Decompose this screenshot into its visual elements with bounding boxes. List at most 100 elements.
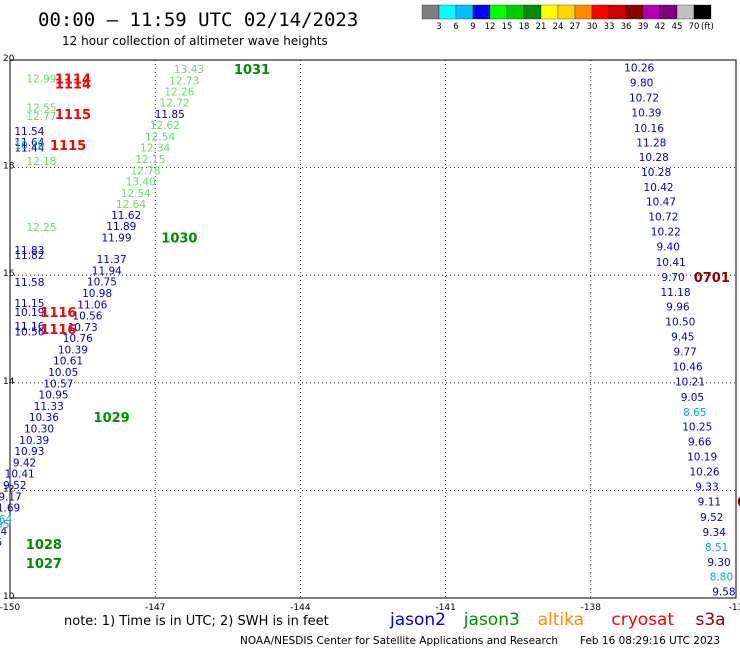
colorbar-label: 9: [470, 22, 475, 32]
x-tick-label: -147: [145, 603, 165, 613]
swh-point-label: 11.85: [155, 109, 185, 121]
swh-point-label: 10.61: [53, 356, 83, 368]
swh-point-label: 9.70: [661, 272, 684, 284]
swh-point-label: 10.56: [14, 327, 44, 339]
swh-point-label: 12.18: [26, 156, 56, 168]
colorbar-swatch: [557, 4, 576, 20]
colorbar-swatch: [693, 4, 712, 20]
swh-point-label: 12.73: [169, 75, 199, 87]
time-label: 1029: [94, 411, 130, 426]
swh-point-label: 9.17: [0, 491, 22, 503]
plot-frame: [9, 59, 737, 599]
colorbar-label: 45: [672, 22, 683, 32]
swh-point-label: 11.69: [0, 503, 20, 515]
colorbar-swatch: [438, 4, 457, 20]
colorbar-label: 21: [536, 22, 547, 32]
swh-point-label: 13.40: [126, 177, 156, 189]
swh-point-label: 10.76: [63, 333, 93, 345]
swh-point-label: 8.95: [0, 519, 10, 531]
time-label: 0700: [737, 496, 740, 511]
swh-point-label: 12.15: [135, 154, 165, 166]
swh-point-label: 11.99: [101, 233, 131, 245]
swh-point-label: 12.77: [26, 111, 56, 123]
colorbar-swatch: [421, 4, 440, 20]
swh-point-label: 11.89: [106, 221, 136, 233]
chart-title: 00:00 — 11:59 UTC 02/14/2023: [38, 9, 358, 31]
swh-point-label: 12.72: [160, 98, 190, 110]
y-tick-label: 16: [3, 269, 15, 279]
time-label: 1114: [55, 72, 91, 87]
time-label: 1114: [55, 78, 91, 93]
swh-point-label: 8.80: [710, 571, 733, 583]
swh-point-label: 11.15: [14, 298, 44, 310]
swh-point-label: 10.05: [48, 367, 78, 379]
colorbar-label: 30: [587, 22, 598, 32]
swh-point-label: 11.28: [636, 137, 666, 149]
swh-point-label: 11.54: [14, 126, 44, 138]
colorbar-label: 15: [502, 22, 513, 32]
y-tick-label: 14: [3, 377, 15, 387]
swh-point-label: 12.54: [121, 188, 151, 200]
swh-point-label: 8.51: [705, 542, 728, 554]
swh-point-label: 10.28: [641, 167, 671, 179]
swh-point-label: 10.41: [656, 257, 686, 269]
swh-point-label: 10.19: [687, 452, 717, 464]
colorbar-swatch: [489, 4, 508, 20]
colorbar-swatch: [659, 4, 678, 20]
swh-point-label: 9.40: [657, 242, 680, 254]
swh-point-label: 12.62: [150, 120, 180, 132]
swh-point-label: 11.33: [34, 401, 64, 413]
colorbar-swatch: [523, 4, 542, 20]
legend-entry: altika: [538, 610, 585, 630]
swh-point-label: 13.43: [174, 64, 204, 76]
swh-point-label: 10.39: [631, 108, 661, 120]
swh-point-label: 12.34: [140, 143, 170, 155]
colorbar-swatch: [676, 4, 695, 20]
swh-point-label: 10.95: [39, 390, 69, 402]
time-label: 1116: [40, 306, 76, 321]
swh-point-label: 10.50: [665, 316, 695, 328]
swh-point-label: 9.64: [0, 526, 7, 538]
swh-point-label: 10.46: [673, 362, 703, 374]
swh-point-label: 9.66: [688, 436, 712, 448]
swh-point-label: 12.54: [145, 131, 175, 143]
swh-point-label: 9.11: [698, 497, 721, 509]
swh-point-label: 10.98: [82, 288, 112, 300]
colorbar-swatch: [472, 4, 491, 20]
swh-point-label: 10.79: [14, 140, 44, 152]
colorbar-legend: 3 6 9 12 15 18 21 24 27 30 33 36 39 42 45 70 (ft): [421, 4, 714, 32]
colorbar-swatch: [455, 4, 474, 20]
swh-point-label: 10.39: [58, 344, 88, 356]
y-tick-label: 18: [3, 162, 15, 172]
time-label: 1116: [40, 323, 76, 338]
swh-point-label: 9.05: [0, 537, 2, 549]
swh-point-label: 10.30: [24, 424, 54, 436]
swh-point-label: 12.55: [26, 102, 56, 114]
colorbar-label: 39: [638, 22, 649, 32]
swh-point-label: 10.72: [629, 93, 659, 105]
colorbar-swatch: [574, 4, 593, 20]
colorbar-label: 27: [570, 22, 581, 32]
chart-subtitle: 12 hour collection of altimeter wave hei…: [62, 34, 328, 48]
swh-point-label: 10.57: [43, 378, 73, 390]
colorbar-unit: (ft): [701, 22, 714, 32]
time-label: 0701: [694, 271, 730, 286]
swh-point-label: 11.06: [77, 299, 107, 311]
swh-point-label: 10.41: [5, 469, 35, 481]
colorbar-swatch: [608, 4, 627, 20]
footer-note: note: 1) Time is in UTC; 2) SWH is in fe…: [64, 614, 329, 629]
colorbar-swatch: [625, 4, 644, 20]
swh-point-label: 11.83: [14, 245, 44, 257]
y-tick-label: 20: [3, 54, 15, 64]
x-tick-label: -13: [729, 603, 740, 613]
y-tick-label: 12: [3, 484, 14, 494]
swh-point-label: 10.28: [639, 152, 669, 164]
swh-point-label: 12.78: [130, 165, 160, 177]
swh-point-label: 12.25: [26, 222, 56, 234]
swh-point-label: 12.64: [116, 199, 146, 211]
swh-point-label: 10.16: [634, 123, 664, 135]
swh-point-label: 9.05: [681, 392, 704, 404]
swh-point-label: 9.96: [666, 301, 690, 313]
time-label: 1030: [161, 232, 197, 247]
